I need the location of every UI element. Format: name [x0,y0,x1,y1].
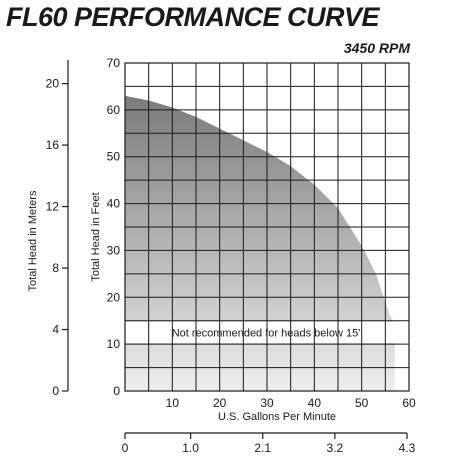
bottom-axis-tick-label: 3.2 [327,441,344,455]
x-tick-label: 40 [308,396,322,410]
performance-curve-area [125,95,395,392]
bottom-axis-tick-label: 2.1 [254,441,271,455]
meters-tick-label: 16 [46,138,60,152]
x-tick-label: 50 [355,396,369,410]
y-tick-label: 30 [107,243,121,257]
annotation-text: Not recommended for heads below 15' [172,327,361,339]
y-tick-label: 40 [107,197,121,211]
y-tick-label: 10 [107,337,121,351]
x-tick-label: 20 [213,396,227,410]
bottom-axis-tick-label: 0 [122,441,129,455]
x-axis-label: U.S. Gallons Per Minute [218,411,336,423]
y-tick-label: 60 [107,103,121,117]
y-tick-label: 0 [113,384,120,398]
meters-tick-label: 20 [46,77,60,91]
speed-label: 3450 RPM [343,40,410,56]
x-tick-label: 30 [260,396,274,410]
y-tick-label: 70 [107,56,121,70]
bottom-axis-tick-label: 4.3 [399,441,416,455]
plot-frame [124,62,410,392]
meters-tick-label: 12 [46,200,60,214]
x-tick-label: 10 [166,396,180,410]
x-tick-label: 60 [402,396,416,410]
y-tick-label: 50 [107,150,121,164]
y-tick-label: 20 [107,290,121,304]
y-axis-label: Total Head in Feet [90,192,102,281]
meters-tick-label: 0 [52,384,59,398]
meters-tick-label: 8 [52,261,59,275]
bottom-axis-tick-label: 1.0 [182,441,199,455]
chart-title: FL60 PERFORMANCE CURVE [6,2,380,32]
meters-axis-label: Total Head in Meters [27,190,39,291]
meters-tick-label: 4 [52,323,59,337]
